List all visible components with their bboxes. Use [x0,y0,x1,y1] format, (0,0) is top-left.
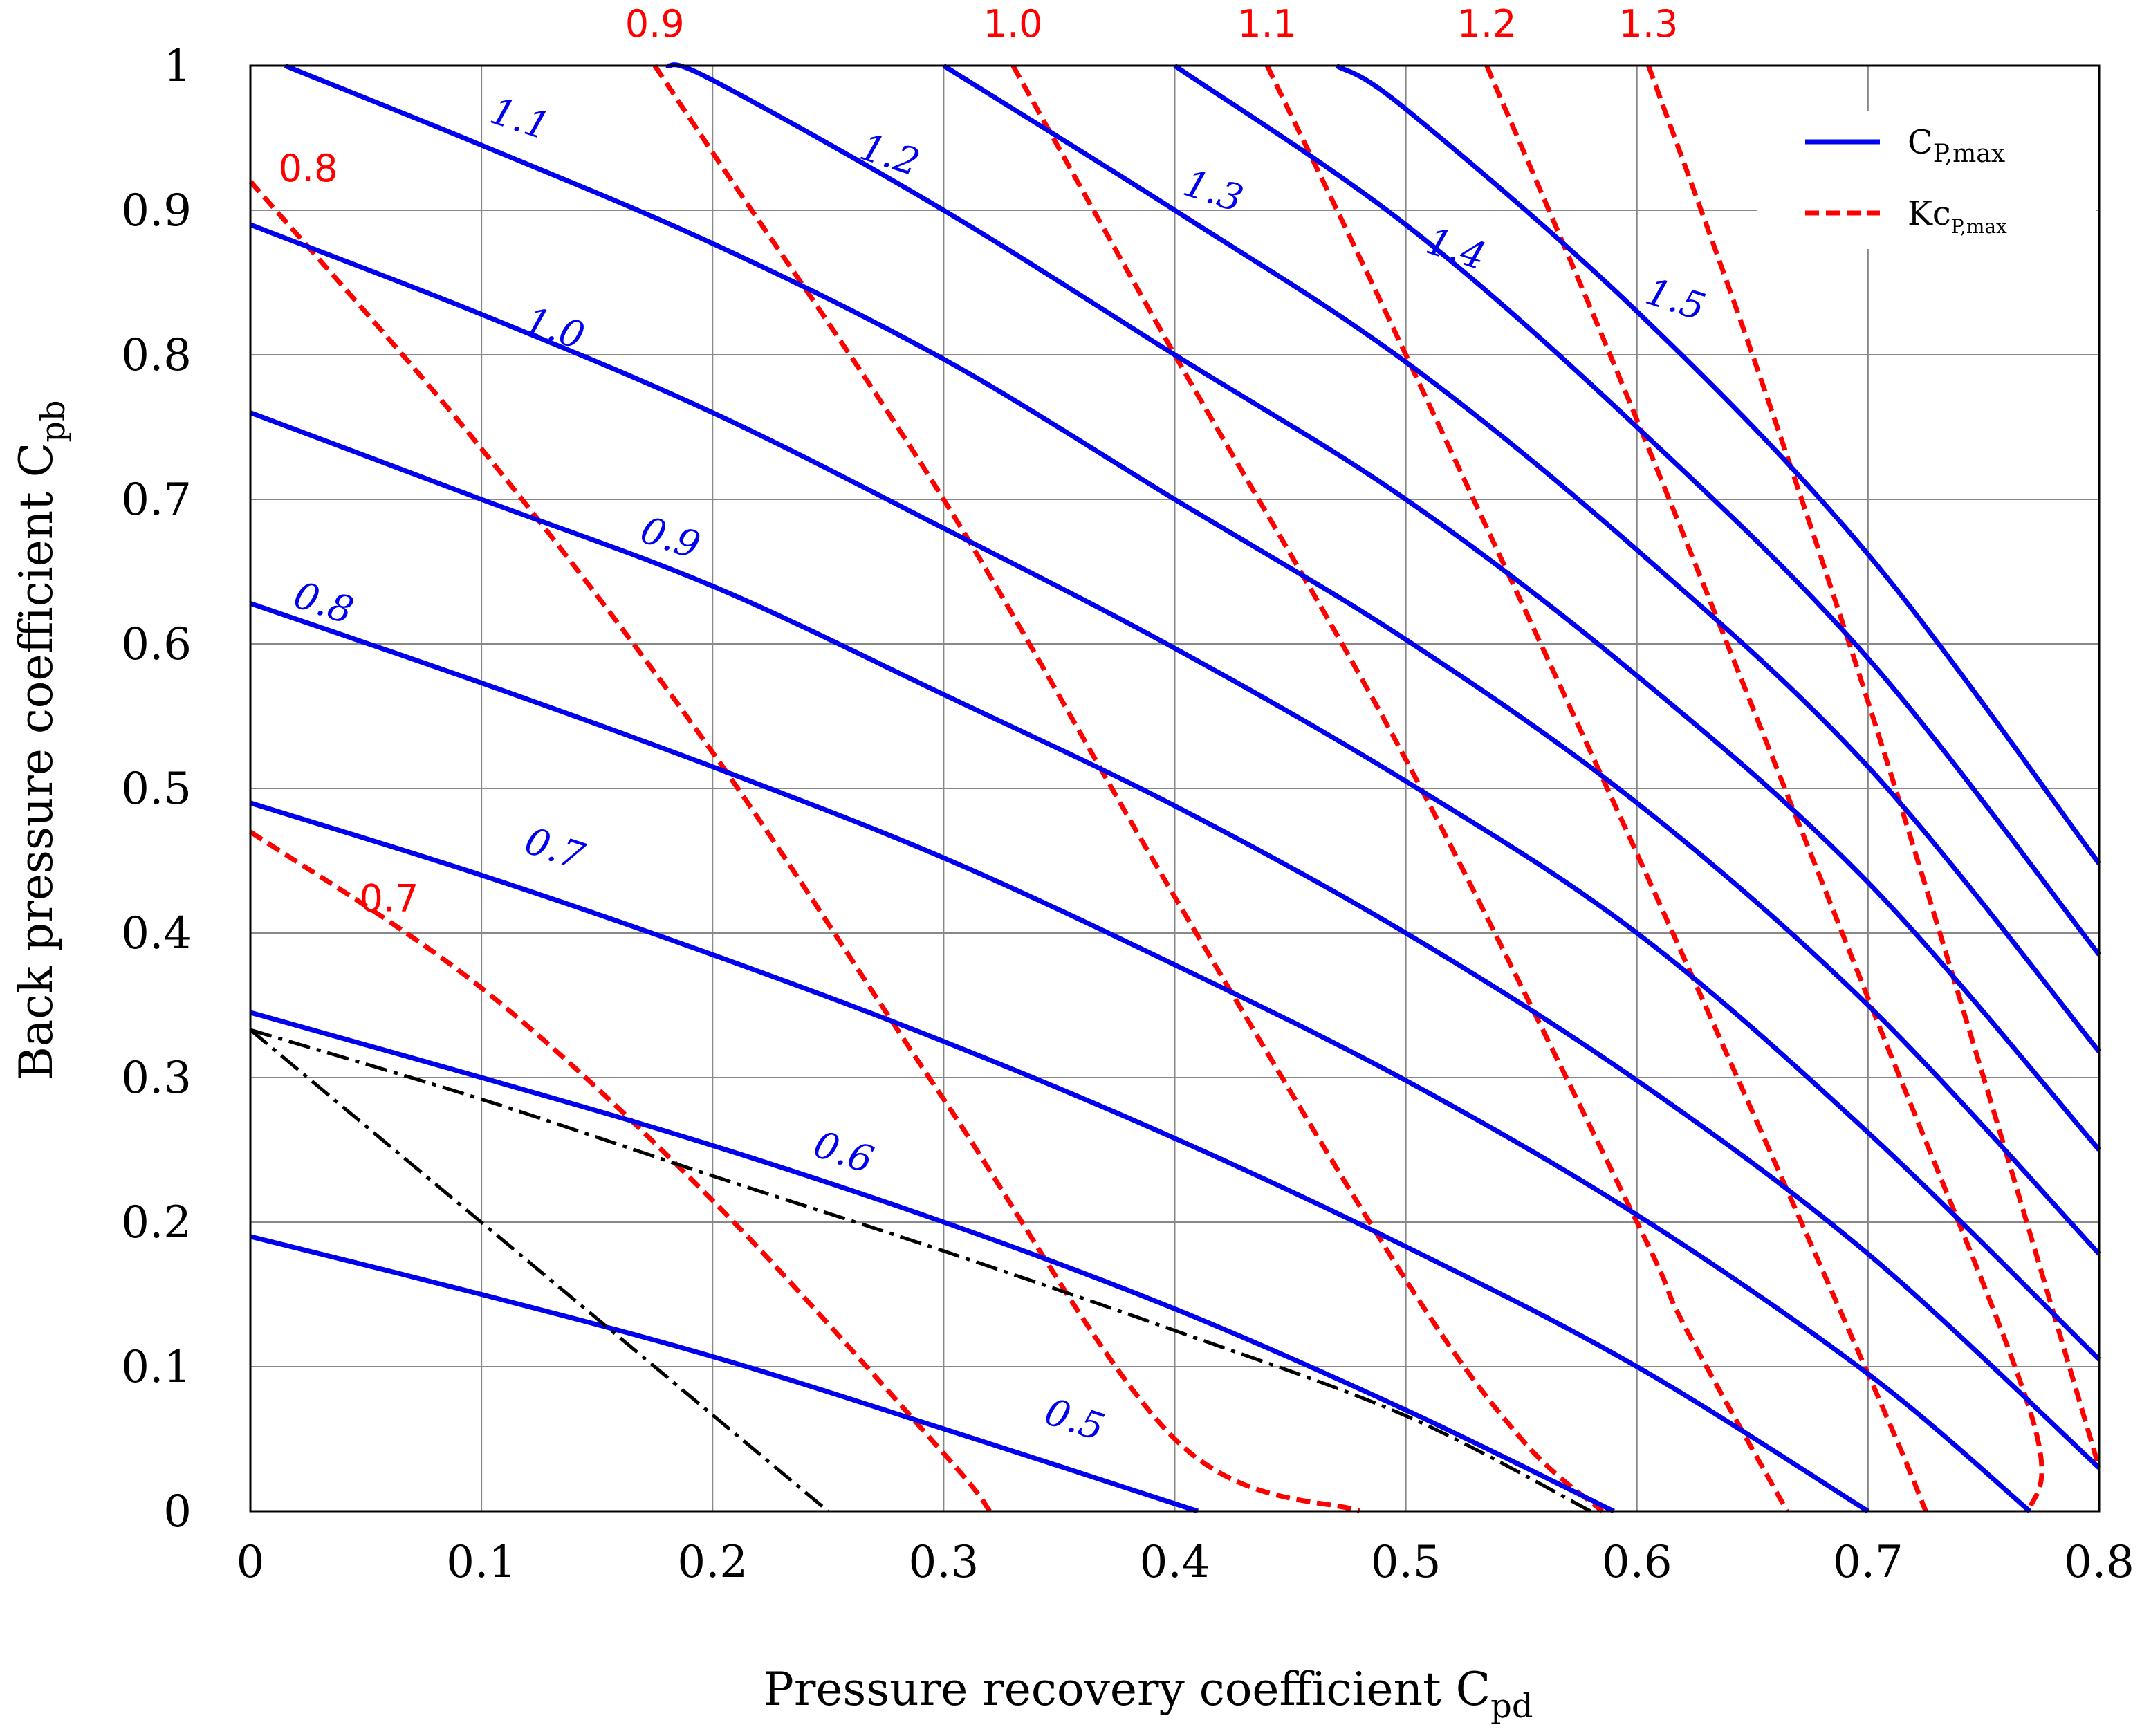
x-tick-label: 0.7 [1833,1537,1903,1588]
kcp-max-line-1.2 [1484,64,2044,1512]
y-tick-label: 0 [163,1486,192,1538]
kcp-max-label: 0.8 [279,147,338,190]
kcp-max-label: 1.2 [1457,2,1517,46]
x-axis-label: Pressure recovery coefficient Cpd [763,1663,1533,1726]
cp-max-line-0.9 [249,410,2101,1470]
y-tick-labels: 0 0.1 0.2 0.3 0.4 0.5 0.6 0.7 0.8 0.9 1 [121,41,192,1538]
y-tick-label: 0.3 [121,1053,192,1104]
kcp-max-line-0.8 [248,179,1361,1514]
cp-max-line-0.7 [249,800,1869,1513]
x-tick-label: 0.6 [1602,1537,1672,1588]
cp-max-line-1.4 [1173,64,2101,957]
kcp-max-label: 0.9 [625,2,685,46]
cp-max-label: 0.8 [288,573,358,632]
cp-max-label: 1.4 [1421,219,1491,278]
kcp-max-series [248,64,2102,1514]
x-tick-label: 0.1 [446,1537,517,1588]
kcp-max-line-0.7 [249,829,992,1513]
cp-max-label: 1.2 [855,124,925,184]
x-tick-label: 0.3 [908,1537,979,1588]
cp-max-label: 0.6 [809,1123,878,1182]
y-tick-label: 0.1 [121,1342,192,1393]
cp-max-line-1.1 [284,63,2101,1256]
reference-lines [249,1028,1592,1513]
curve-labels: 0.50.60.70.80.91.01.11.21.31.41.50.70.80… [279,2,1711,1449]
cp-max-line-1.2 [665,62,2101,1152]
legend: CP,max KcP,max [1757,111,2096,249]
kcp-max-line-1.0 [1010,64,1789,1513]
cp-max-line-1.0 [249,222,2101,1362]
y-tick-label: 0.2 [121,1197,192,1248]
cp-max-label: 1.3 [1179,161,1248,221]
legend-label-kcp-max: KcP,max [1908,194,2007,238]
x-tick-label: 0.8 [2064,1537,2134,1588]
kcp-max-line-1.3 [1646,64,2102,1469]
cp-max-line-0.5 [250,1234,1199,1514]
cp-max-label: 0.5 [1040,1389,1109,1449]
cp-max-series [249,62,2101,1514]
kcp-max-label: 1.0 [984,2,1043,46]
reference-line-2 [250,1028,1592,1513]
x-tick-labels: 0 0.1 0.2 0.3 0.4 0.5 0.6 0.7 0.8 [237,1537,2134,1588]
kcp-max-label: 1.1 [1237,2,1297,46]
kcp-max-label: 1.3 [1619,2,1679,46]
cp-max-label: 1.0 [520,298,590,358]
x-tick-label: 0.2 [677,1537,748,1588]
cp-max-line-1.3 [942,64,2101,1053]
reference-line-1 [249,1028,829,1513]
y-tick-label: 0.9 [121,185,192,237]
y-tick-label: 1 [163,41,192,92]
x-tick-label: 0.4 [1140,1537,1210,1588]
legend-label-cp-max: CP,max [1908,123,2005,168]
cp-max-label: 1.5 [1641,269,1710,329]
cp-max-line-1.5 [1335,63,2101,865]
x-tick-label: 0 [237,1537,265,1588]
legend-background [1757,111,2096,249]
cp-max-label: 0.7 [520,819,591,879]
cp-max-line-0.8 [249,601,2032,1513]
x-tick-label: 0.5 [1371,1537,1441,1588]
y-tick-label: 0.4 [121,908,192,959]
y-tick-label: 0.8 [121,330,192,381]
y-tick-label: 0.7 [121,474,192,526]
y-tick-label: 0.6 [121,619,192,670]
plot-frame [249,64,2101,1513]
y-axis-label: Back pressure coefficient Cpb [10,400,73,1080]
grid-lines [250,66,2099,1511]
cp-max-line-0.6 [250,1010,1615,1514]
cp-max-label: 1.1 [485,89,555,148]
kcp-max-label: 0.7 [360,877,419,921]
y-tick-label: 0.5 [121,764,192,815]
